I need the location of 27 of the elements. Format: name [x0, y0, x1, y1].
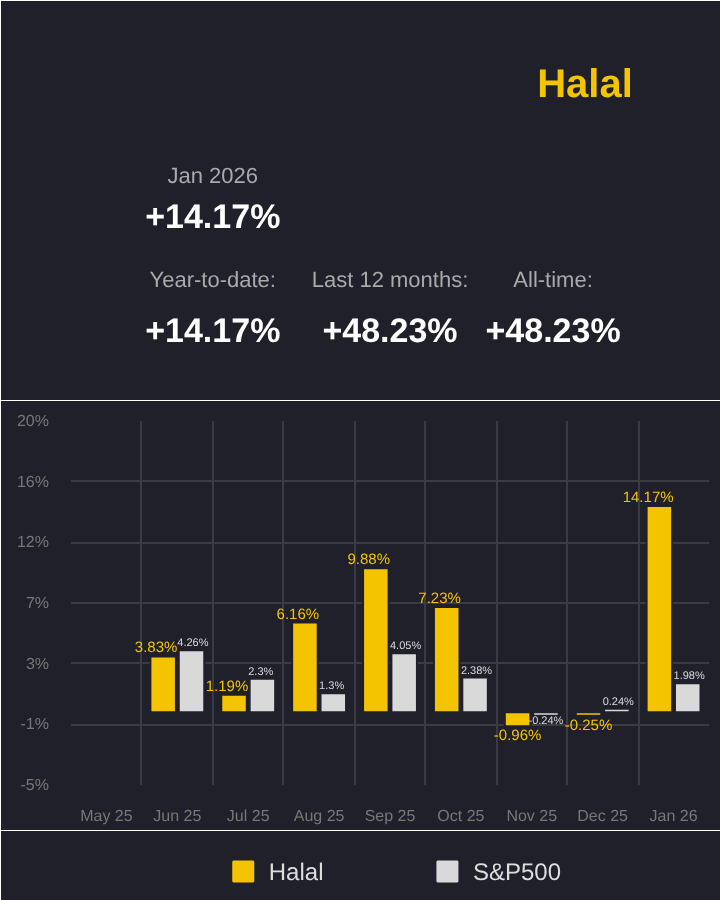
text: +48.23% [485, 312, 621, 350]
legend-label: S&P500 [472, 857, 562, 886]
y-tick-label: 16% [16, 472, 50, 491]
y-tick-label: 7% [25, 594, 49, 612]
x-tick-label: Oct 25 [437, 807, 486, 825]
x-tick-label: Jul 25 [226, 807, 271, 825]
text: +14.17% [145, 198, 281, 236]
x-tick-label: Dec 25 [577, 807, 630, 825]
x-tick-label: Nov 25 [506, 807, 559, 825]
x-tick-label: May 25 [80, 807, 134, 825]
x-tick-label: Sep 25 [364, 807, 417, 825]
y-tick-label: 12% [16, 533, 50, 552]
x-tick-label: Jun 25 [153, 807, 203, 825]
text: +48.23% [322, 312, 458, 350]
y-tick-label: -1% [20, 715, 50, 734]
text: Year-to-date: [149, 269, 276, 293]
y-tick-label: 3% [25, 654, 49, 673]
text: All-time: [513, 269, 593, 293]
chart-title: Halal [537, 63, 633, 107]
x-tick-label: Jan 26 [649, 807, 699, 825]
text: Jan 2026 [167, 165, 259, 189]
y-tick-label: 20% [16, 412, 50, 430]
y-tick-label: -5% [20, 776, 50, 794]
legend-label: Halal [268, 857, 324, 886]
text: Last 12 months: [311, 269, 469, 293]
text: +14.17% [145, 312, 281, 350]
x-tick-label: Aug 25 [293, 807, 346, 825]
